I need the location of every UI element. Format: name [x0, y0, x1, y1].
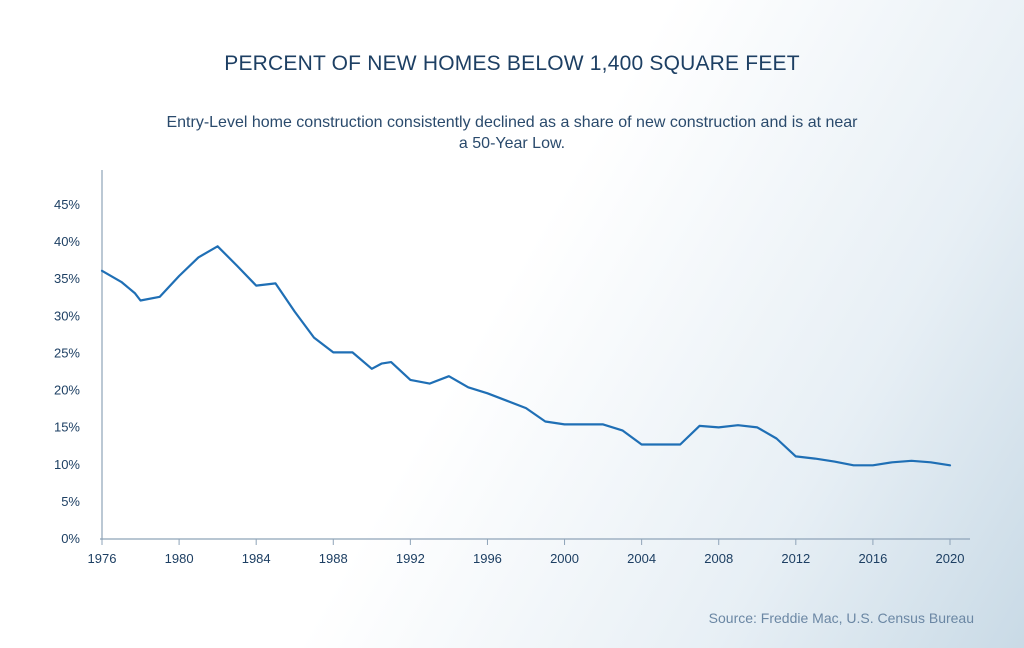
x-tick-label: 2012	[781, 551, 810, 566]
x-tick-label: 1976	[88, 551, 117, 566]
series-line	[100, 245, 952, 467]
x-tick-label: 2020	[936, 551, 965, 566]
y-tick-label: 30%	[54, 308, 80, 323]
chart-title: PERCENT OF NEW HOMES BELOW 1,400 SQUARE …	[224, 52, 800, 75]
y-tick-label: 10%	[54, 457, 80, 472]
x-tick-label: 1984	[242, 551, 271, 566]
y-tick-label: 40%	[54, 234, 80, 249]
y-tick-label: 35%	[54, 271, 80, 286]
x-tick-label: 1996	[473, 551, 502, 566]
y-tick-label: 15%	[54, 420, 80, 435]
x-tick-label: 1988	[319, 551, 348, 566]
x-axis-tick-marks	[101, 539, 951, 545]
y-axis-tick-labels: 0% 5% 10% 15% 20% 25% 30% 35% 40% 45%	[54, 197, 80, 546]
x-tick-label: 2008	[704, 551, 733, 566]
x-tick-label: 1980	[165, 551, 194, 566]
y-tick-label: 5%	[61, 494, 80, 509]
x-tick-label: 2000	[550, 551, 579, 566]
y-tick-label: 0%	[61, 531, 80, 546]
y-tick-label: 20%	[54, 383, 80, 398]
x-tick-label: 2016	[858, 551, 887, 566]
x-axis-tick-labels: 1976 1980 1984 1988 1992 1996 2000 2004 2008 2012…	[88, 551, 965, 566]
y-tick-label: 45%	[54, 197, 80, 212]
y-tick-label: 25%	[54, 345, 80, 360]
source-note: Source: Freddie Mac, U.S. Census Bureau	[708, 610, 974, 626]
x-tick-label: 2004	[627, 551, 656, 566]
chart-subtitle: Entry-Level home construction consistent…	[166, 114, 858, 152]
x-tick-label: 1992	[396, 551, 425, 566]
